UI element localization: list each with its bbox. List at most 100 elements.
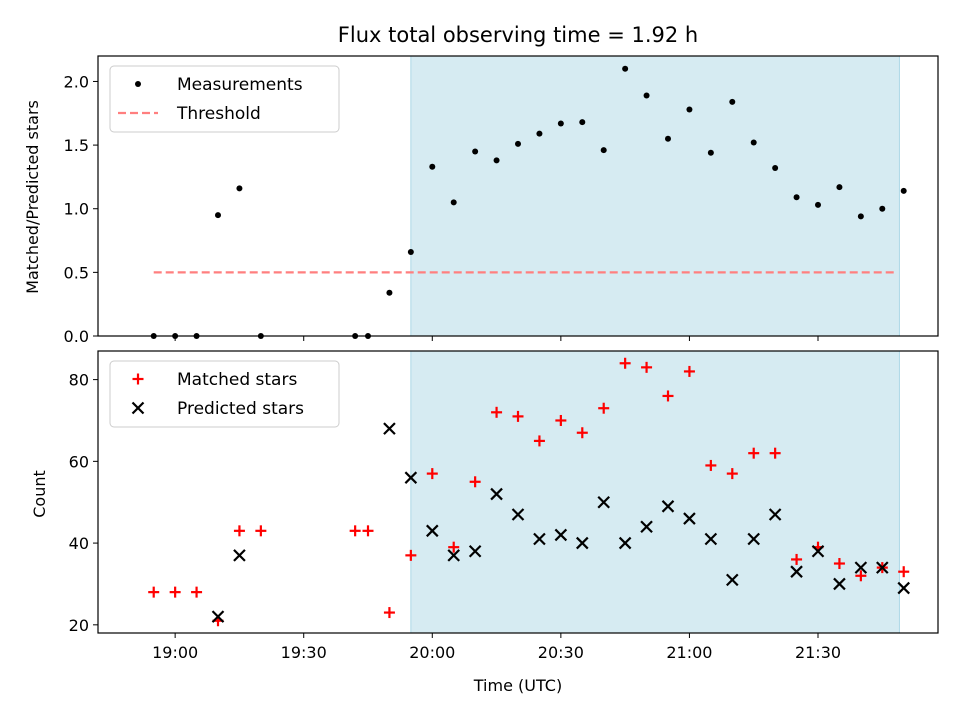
x-tick-label: 19:30	[281, 643, 327, 662]
measurement-point	[600, 147, 607, 154]
matched-stars-point	[662, 390, 674, 402]
chart-title: Flux total observing time = 1.92 h	[338, 23, 698, 47]
predicted-stars-point	[854, 561, 868, 574]
y-tick-label: 1.5	[64, 136, 89, 155]
matched-stars-point	[533, 435, 545, 447]
legend-measurement-swatch	[135, 81, 141, 87]
predicted-stars-point	[704, 532, 718, 546]
predicted-stars-point	[661, 500, 675, 513]
matched-stars-point	[405, 549, 417, 561]
predicted-stars-point	[790, 565, 803, 578]
matched-stars-point	[255, 525, 267, 537]
predicted-stars-point	[447, 549, 460, 562]
matched-stars-point	[491, 406, 503, 418]
measurement-point	[622, 65, 629, 72]
matched-stars-point	[683, 365, 695, 377]
matched-stars-point	[191, 586, 203, 598]
matched-stars-point	[833, 558, 845, 570]
predicted-stars-point	[897, 581, 910, 595]
measurement-point	[900, 187, 907, 194]
x-tick-label: 21:30	[795, 643, 841, 662]
bottom-y-ticks: 20 40 60 80	[69, 371, 98, 635]
legend-box	[109, 360, 340, 428]
top-legend: Measurements Threshold	[109, 65, 340, 133]
matched-stars-point	[619, 357, 631, 369]
legend-entry-label: Predicted stars	[177, 399, 304, 419]
measurement-point	[450, 199, 457, 206]
matched-stars-point	[748, 447, 760, 459]
predicted-stars-point	[833, 577, 846, 591]
predicted-stars-point	[747, 532, 760, 546]
measurement-point	[472, 148, 479, 155]
matched-stars-point	[576, 427, 588, 439]
measurement-point	[707, 149, 714, 156]
bottom-data-marks	[148, 357, 910, 627]
matched-stars-point	[148, 586, 160, 598]
matched-stars-point	[469, 476, 481, 488]
predicted-stars-point	[211, 610, 225, 623]
predicted-stars-point	[233, 549, 246, 562]
y-tick-label: 1.0	[64, 200, 89, 219]
predicted-stars-point	[576, 536, 589, 550]
measurement-point	[536, 130, 543, 137]
measurement-point	[665, 135, 671, 142]
predicted-stars-point	[876, 561, 889, 574]
y-tick-label: 80	[69, 371, 89, 390]
measurement-point	[643, 92, 650, 99]
predicted-stars-point	[811, 544, 825, 558]
matched-stars-point	[598, 402, 610, 414]
measurement-point	[815, 201, 821, 208]
predicted-stars-point	[468, 544, 482, 558]
predicted-stars-point	[404, 471, 418, 484]
predicted-stars-point	[768, 508, 782, 521]
matched-stars-point	[555, 414, 567, 426]
predicted-stars-point	[726, 573, 739, 587]
x-tick-label: 20:00	[409, 643, 455, 662]
measurement-point	[386, 289, 393, 296]
measurement-point	[557, 120, 564, 127]
legend-entry-label: Matched stars	[177, 370, 297, 390]
top-y-ticks: 0.0 0.5 1.0 1.5 2.0	[64, 72, 98, 346]
y-tick-label: 2.0	[64, 72, 89, 91]
matched-stars-point	[448, 541, 460, 553]
predicted-stars-point	[490, 487, 503, 501]
measurement-point	[836, 184, 843, 191]
bottom-legend: Matched stars Predicted stars	[109, 360, 340, 428]
y-tick-label: 20	[69, 616, 89, 635]
predicted-stars-point	[618, 536, 632, 550]
matched-stars-point	[641, 361, 653, 373]
predicted-stars-point	[533, 532, 546, 546]
top-x-ticks	[174, 336, 819, 341]
measurement-point	[857, 213, 864, 220]
matched-stars-point	[769, 447, 781, 459]
predicted-stars-point	[511, 508, 525, 521]
measurement-point	[879, 205, 886, 212]
matched-stars-point	[169, 586, 181, 598]
top-axes-frame	[97, 55, 939, 337]
matched-stars-point	[512, 410, 524, 422]
predicted-stars-point	[640, 520, 653, 534]
x-axis-label: Time (UTC)	[473, 676, 562, 695]
legend-predicted-swatch	[131, 401, 145, 415]
y-tick-label: 60	[69, 452, 89, 471]
measurement-point	[772, 165, 779, 171]
measurement-point	[729, 98, 736, 105]
y-tick-label: 40	[69, 534, 89, 553]
matched-stars-point	[383, 607, 395, 619]
top-y-axis-label: Matched/Predicted stars	[23, 100, 42, 294]
matched-stars-point	[791, 553, 803, 565]
measurement-point	[429, 163, 436, 170]
legend-box	[109, 65, 340, 133]
measurement-point	[407, 249, 414, 255]
bottom-observing-window-shade	[410, 351, 900, 633]
matched-stars-point	[855, 570, 867, 582]
bottom-axes-frame	[97, 350, 939, 634]
y-tick-label: 0.5	[64, 263, 89, 282]
legend-matched-swatch	[132, 373, 144, 385]
y-tick-label: 0.0	[64, 327, 89, 346]
predicted-stars-point	[383, 422, 396, 435]
observing-window-shade	[410, 56, 900, 336]
matched-stars-point	[349, 525, 361, 537]
